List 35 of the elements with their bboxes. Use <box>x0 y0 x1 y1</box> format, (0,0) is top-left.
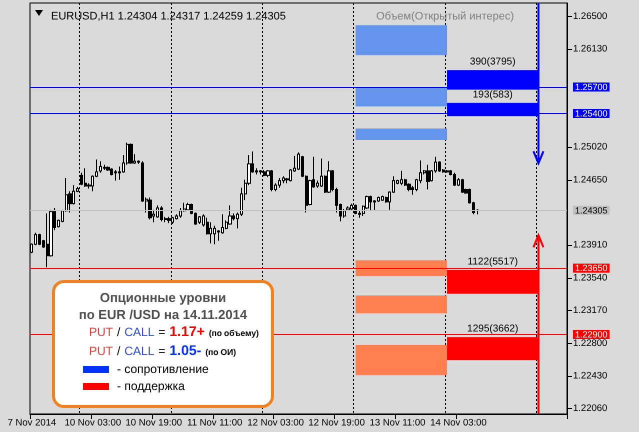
x-tick-label: 7 Nov 2014 <box>8 418 56 428</box>
y-tick-label: 1.23540 <box>573 272 608 284</box>
y-tick-label: 1.26130 <box>573 43 608 54</box>
annotation: - поддержка <box>117 378 185 395</box>
ref-line-label: 1.25400 <box>575 108 608 118</box>
x-tick-label: 10 Nov 03:00 <box>64 418 122 428</box>
y-tick-label: 1.24650 <box>573 174 608 186</box>
y-tick-label: 1.23910 <box>573 240 608 251</box>
band-label: 193(583) <box>472 89 513 100</box>
x-tick-label: 10 Nov 19:00 <box>126 418 182 428</box>
ref-line-label: 1.23650 <box>575 263 608 274</box>
x-tick-label: 11 Nov 11:00 <box>187 418 242 428</box>
band-label: 1295(3662) <box>467 324 518 335</box>
annotation: - сопротивление <box>117 361 209 378</box>
band-label: 390(3795) <box>470 56 516 68</box>
ref-line-label: 1.22900 <box>575 329 608 340</box>
annotation: Опционные уровни <box>98 289 228 306</box>
y-tick-label: 1.26500 <box>573 10 608 22</box>
annotation: PUT / CALL = 1.17+ (по объему) <box>89 323 259 339</box>
x-tick-label: 12 Nov 03:00 <box>247 418 304 428</box>
y-tick-label: 1.23170 <box>573 305 608 316</box>
ref-line-label: 1.24305 <box>575 205 608 216</box>
band-label: 1122(5517) <box>468 256 518 268</box>
text: EURUSD,H1 1.24304 1.24317 1.24259 1.24305 <box>51 10 286 22</box>
text: Объем(Открытый интерес) <box>376 10 514 22</box>
ref-line-label: 1.25700 <box>575 82 608 92</box>
x-tick-label: 12 Nov 19:00 <box>308 418 365 428</box>
x-tick-label: 13 Nov 11:00 <box>370 418 426 428</box>
y-tick-label: 1.22430 <box>573 370 608 382</box>
annotation: PUT / CALL = 1.05- (по ОИ) <box>89 342 236 358</box>
x-tick-label: 14 Nov 03:00 <box>430 418 487 428</box>
y-tick-label: 1.22800 <box>573 338 608 349</box>
y-tick-label: 1.22060 <box>573 403 608 414</box>
y-tick-label: 1.25020 <box>573 142 608 153</box>
annotation: по EUR /USD на 14.11.2014 <box>78 306 248 323</box>
